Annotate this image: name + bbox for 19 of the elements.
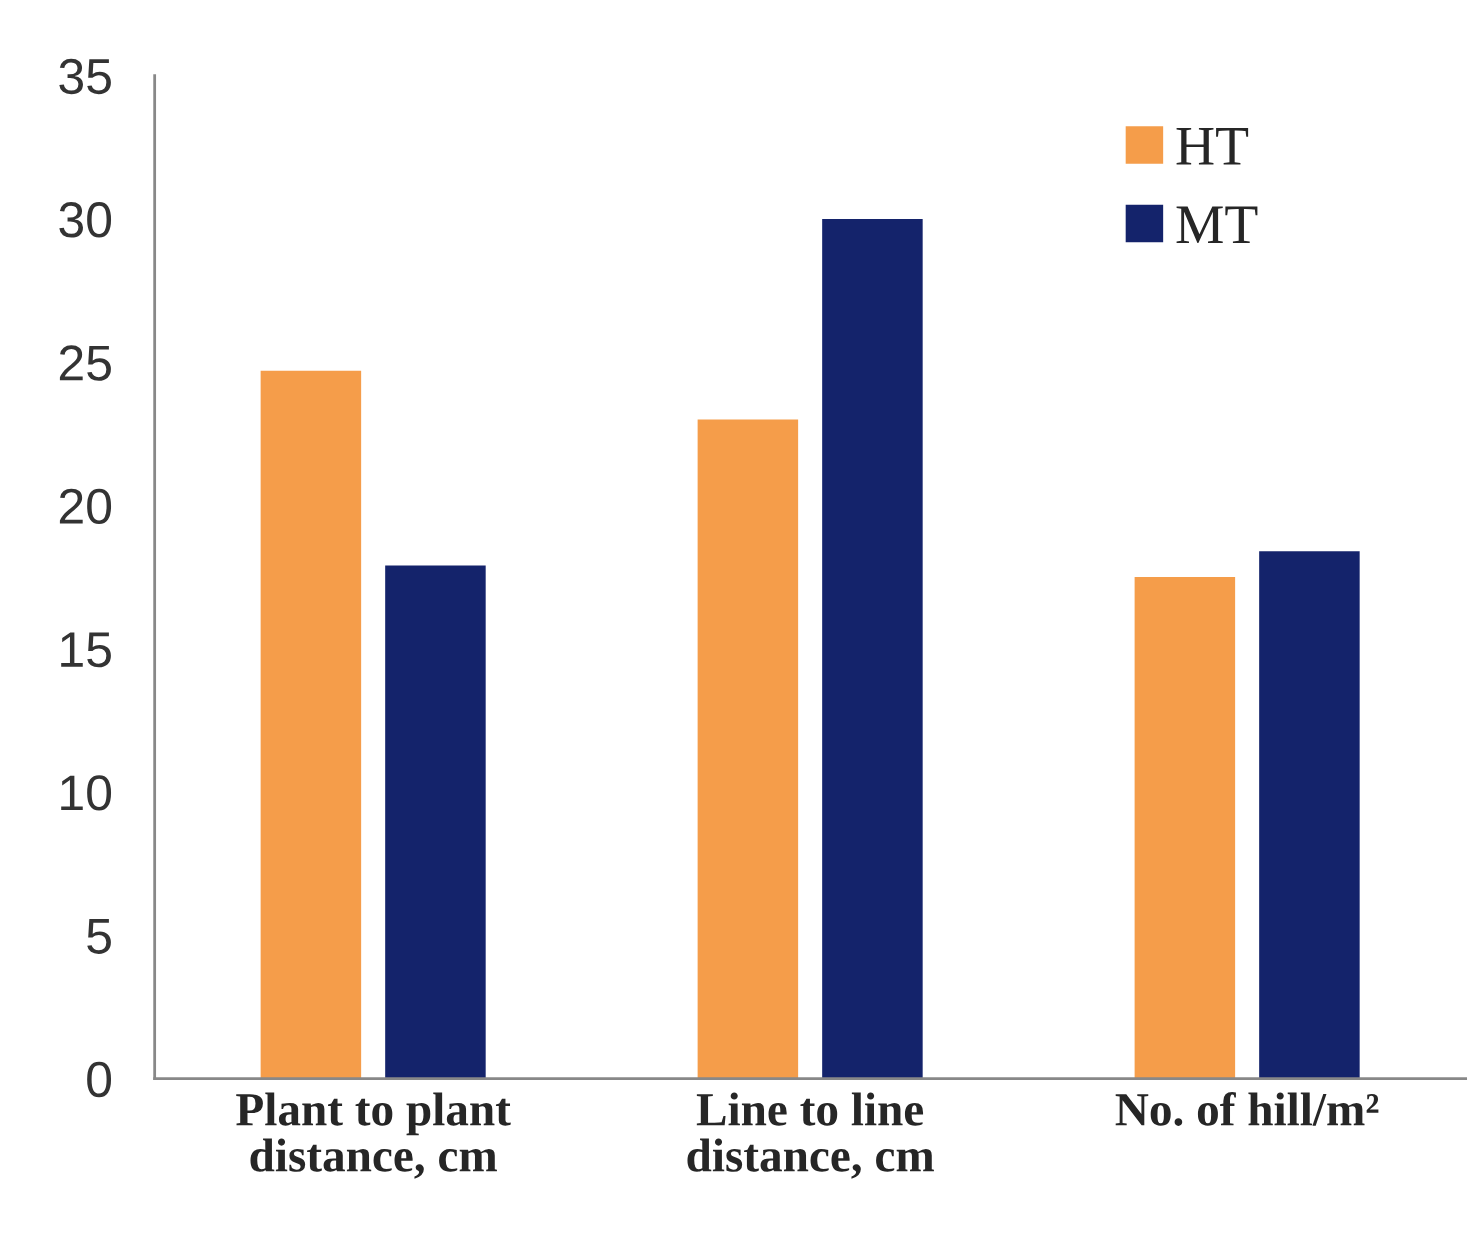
- y-tick-label: 25: [59, 345, 111, 381]
- legend-label: MT: [1176, 206, 1258, 243]
- bar: [260, 370, 362, 1079]
- y-tick-label: 20: [59, 488, 112, 525]
- y-tick-label: 5: [87, 919, 111, 954]
- y-tick-label: 35: [59, 58, 111, 95]
- y-tick-label: 0: [87, 1061, 112, 1098]
- bar: [697, 419, 799, 1079]
- bar: [385, 565, 486, 1079]
- bar: [1259, 551, 1360, 1079]
- x-tick-label: Line to line distance, cm: [687, 1092, 934, 1179]
- bar: [1134, 577, 1236, 1079]
- bar: [822, 218, 923, 1079]
- y-tick-label: 10: [61, 775, 112, 811]
- y-tick-label: 15: [61, 632, 111, 668]
- legend-label: HT: [1176, 128, 1249, 165]
- x-tick-label: Plant to plant distance, cm: [236, 1092, 511, 1179]
- x-tick-label: No. of hill/m²: [1115, 1091, 1379, 1126]
- y-tick-label: 30: [59, 202, 112, 238]
